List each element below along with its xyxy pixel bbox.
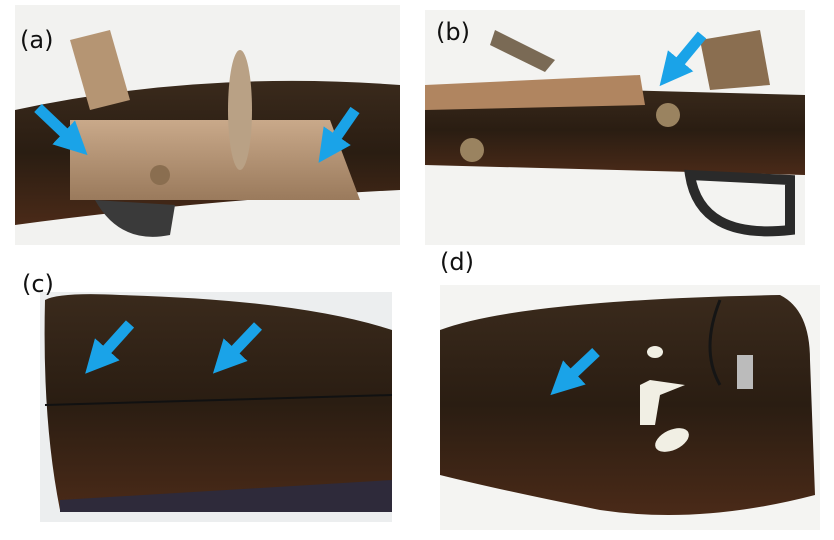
- photo-a: [15, 5, 400, 245]
- panel-label: (b): [436, 18, 470, 46]
- photo-d: [440, 285, 820, 530]
- panel-label: (c): [22, 270, 54, 298]
- panel-label: (a): [20, 26, 53, 54]
- photo-c: [40, 292, 393, 522]
- photo-b: [425, 10, 805, 245]
- panel-label: (d): [440, 248, 474, 276]
